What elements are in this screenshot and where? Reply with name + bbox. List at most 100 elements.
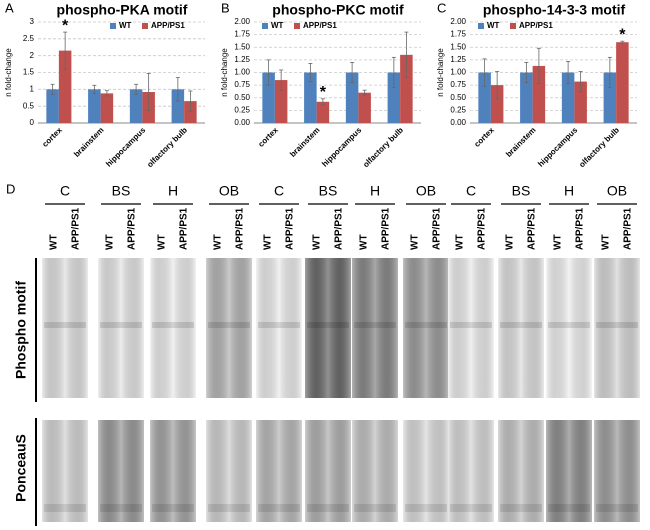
bar xyxy=(304,72,317,123)
group-label: OB xyxy=(219,183,239,199)
blot-band xyxy=(100,322,142,328)
y-tick-label: 1 xyxy=(30,84,35,93)
x-tick-label: cortex xyxy=(472,125,496,149)
blot-band xyxy=(44,504,86,512)
y-tick-label: 1.5 xyxy=(23,68,35,77)
legend-label: APP/PS1 xyxy=(151,21,185,30)
blot-band xyxy=(450,322,492,328)
y-tick-label: 1.00 xyxy=(234,68,250,77)
y-tick-label: 0.75 xyxy=(234,80,250,89)
y-tick-label: 0.5 xyxy=(23,101,35,110)
lane-label: WT xyxy=(312,234,323,250)
lane-label: WT xyxy=(505,234,516,250)
blot-lanes xyxy=(98,258,144,398)
lane-label: WT xyxy=(157,234,168,250)
bar xyxy=(171,89,185,123)
legend-swatch xyxy=(110,23,116,29)
blot-lanes xyxy=(403,420,449,522)
blot-lanes xyxy=(498,420,544,522)
x-tick-label: olfactory bulb xyxy=(577,125,621,169)
blot-band xyxy=(450,504,492,512)
blot-band xyxy=(208,504,250,512)
lane-label: APP/PS1 xyxy=(575,207,586,250)
blot-lanes xyxy=(98,420,144,522)
bar xyxy=(345,72,359,123)
y-tick-label: 1.50 xyxy=(234,42,250,51)
group-label: H xyxy=(370,183,380,199)
y-tick-label: 1.75 xyxy=(234,30,250,39)
bar xyxy=(358,92,371,123)
blot-lanes xyxy=(403,258,449,398)
group-label: H xyxy=(564,183,574,199)
legend-label: APP/PS1 xyxy=(519,21,553,30)
lane-label: WT xyxy=(263,234,274,250)
lane-label: WT xyxy=(553,234,564,250)
blot-lanes xyxy=(448,420,494,522)
lane-label: APP/PS1 xyxy=(527,207,538,250)
group-label: C xyxy=(60,183,70,199)
blot-band xyxy=(307,504,349,512)
bar xyxy=(274,80,288,123)
x-tick-label: cortex xyxy=(40,125,64,149)
blot-lanes xyxy=(42,258,88,398)
blot-lanes xyxy=(305,420,351,522)
blot-band xyxy=(258,504,300,512)
lane-label: WT xyxy=(105,234,116,250)
blot-lanes xyxy=(594,420,640,522)
blot-lanes xyxy=(150,258,196,398)
group-label: BS xyxy=(512,183,531,199)
lane-label: APP/PS1 xyxy=(623,207,634,250)
bar xyxy=(58,50,72,123)
x-tick-label: olfactory bulb xyxy=(145,125,189,169)
legend-label: APP/PS1 xyxy=(303,21,337,30)
bar xyxy=(520,72,533,123)
y-tick-label: 1.00 xyxy=(450,68,466,77)
blot-lanes xyxy=(305,258,351,398)
legend-swatch xyxy=(262,23,268,29)
y-tick-label: 0.00 xyxy=(450,118,466,127)
blot-lanes xyxy=(352,258,398,398)
blot-band xyxy=(596,504,638,512)
bar xyxy=(262,72,275,123)
bar xyxy=(490,85,504,123)
group-label: BS xyxy=(319,183,338,199)
y-tick-label: 2 xyxy=(30,51,35,60)
panel-label: B xyxy=(221,0,230,15)
blot-band xyxy=(152,504,194,512)
legend-label: WT xyxy=(119,21,132,30)
significance-marker: * xyxy=(320,84,327,101)
blot-band xyxy=(307,322,349,328)
row-label: PonceauS xyxy=(13,434,29,502)
bar xyxy=(316,101,330,123)
y-tick-label: 2.00 xyxy=(234,17,250,26)
legend-swatch xyxy=(478,23,484,29)
y-tick-label: 3 xyxy=(30,17,35,26)
bar xyxy=(46,89,59,123)
x-tick-label: brainstem xyxy=(72,126,105,159)
lane-label: WT xyxy=(213,234,224,250)
y-tick-label: 1.75 xyxy=(450,30,466,39)
blot-band xyxy=(548,504,590,512)
y-tick-label: 0 xyxy=(30,118,35,127)
x-tick-label: brainstem xyxy=(288,126,321,159)
lane-label: WT xyxy=(359,234,370,250)
lane-label: WT xyxy=(455,234,466,250)
blot-band xyxy=(405,322,447,328)
lane-label: APP/PS1 xyxy=(71,207,82,250)
bar xyxy=(184,101,197,123)
blot-band xyxy=(354,322,396,328)
y-tick-label: 2.00 xyxy=(450,17,466,26)
bar xyxy=(616,42,629,124)
chart-title: phospho-PKA motif xyxy=(57,2,188,18)
blot-band xyxy=(596,322,638,328)
panel-label: A xyxy=(5,0,14,15)
blot-lanes xyxy=(206,420,252,522)
lane-label: WT xyxy=(49,234,60,250)
lane-label: APP/PS1 xyxy=(432,207,443,250)
panel-label: C xyxy=(437,0,446,15)
bar xyxy=(88,89,101,123)
y-tick-label: 0.25 xyxy=(234,105,250,114)
blot-band xyxy=(500,322,542,328)
blot-band xyxy=(548,322,590,328)
